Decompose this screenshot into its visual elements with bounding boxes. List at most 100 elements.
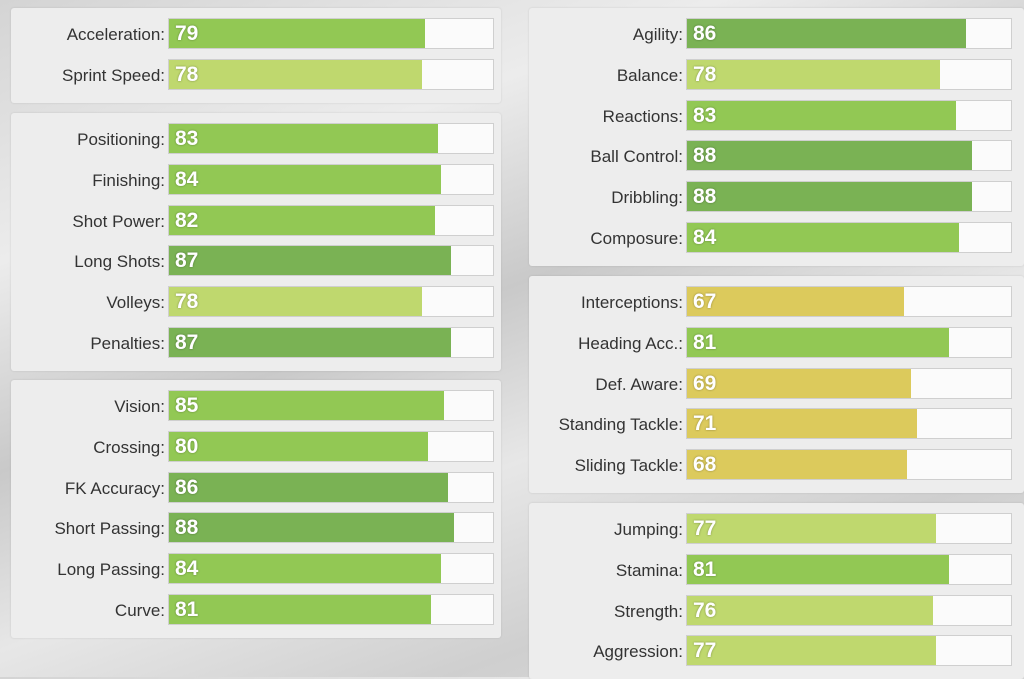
stat-bar: 83 <box>168 123 494 154</box>
stat-bar: 88 <box>686 181 1012 213</box>
stat-value: 84 <box>175 167 199 191</box>
stat-bar-fill <box>169 595 432 624</box>
stat-row: Interceptions: 67 <box>529 286 1024 327</box>
stat-value: 69 <box>693 371 717 395</box>
stat-panel-physical: Jumping: 77 Stamina: 81 Strength: 76 Aggressio… <box>529 503 1024 679</box>
stat-label: Vision: <box>114 397 165 416</box>
stat-row: Stamina: 81 <box>529 553 1024 595</box>
stat-bar: 87 <box>168 327 494 358</box>
stat-label: Acceleration: <box>66 25 165 44</box>
stat-bar-fill <box>687 368 911 398</box>
stat-value: 87 <box>175 249 199 273</box>
stat-panel-dribbling: Agility: 86 Balance: 78 Reactions: 83 Ball Con… <box>529 8 1024 266</box>
stat-label: Curve: <box>114 601 165 620</box>
stat-row: Aggression: 77 <box>529 635 1024 676</box>
stat-row: Finishing: 84 <box>11 163 501 205</box>
stat-bar-fill <box>169 19 425 48</box>
stat-bar-fill <box>169 328 451 357</box>
stat-bar-fill <box>687 59 940 89</box>
stat-bar-fill <box>687 19 966 48</box>
stat-bar-fill <box>687 409 918 439</box>
stat-bar-fill <box>169 124 438 153</box>
stat-label: Aggression: <box>593 642 683 662</box>
stat-bar-fill <box>687 141 973 171</box>
stat-value: 88 <box>175 516 199 540</box>
stat-label: Jumping: <box>614 520 683 539</box>
stat-bar: 83 <box>686 99 1012 131</box>
stat-bar: 81 <box>168 594 494 625</box>
stat-label: Sprint Speed: <box>61 65 165 85</box>
stat-bar: 77 <box>686 635 1012 667</box>
stat-bar-fill <box>687 554 950 584</box>
stat-label: FK Accuracy: <box>64 478 165 498</box>
stat-label: Stamina: <box>615 560 683 580</box>
stat-panel-pace: Acceleration: 79 Sprint Speed: 78 <box>11 8 501 103</box>
stat-value: 71 <box>693 412 717 436</box>
stat-label: Agility: <box>632 25 683 44</box>
stat-bar: 68 <box>686 449 1012 481</box>
stat-label: Interceptions: <box>580 293 683 312</box>
stat-bar-fill <box>169 59 422 89</box>
stat-bar: 85 <box>168 390 494 421</box>
stat-label: Long Shots: <box>74 252 165 272</box>
stat-bar: 78 <box>168 58 494 90</box>
stat-row: Sliding Tackle: 68 <box>529 449 1024 490</box>
stat-bar-fill <box>169 431 429 461</box>
stat-label: Standing Tackle: <box>558 415 683 435</box>
stat-bar-fill <box>687 182 973 212</box>
stat-row: FK Accuracy: 86 <box>11 471 501 513</box>
stat-value: 83 <box>175 127 199 150</box>
stat-value: 87 <box>175 331 199 354</box>
stat-value: 84 <box>175 557 199 581</box>
stat-bar: 76 <box>686 594 1012 626</box>
stat-bar: 81 <box>686 326 1012 358</box>
stat-label: Ball Control: <box>590 147 683 167</box>
stat-value: 78 <box>175 62 199 86</box>
stat-row: Ball Control: 88 <box>529 140 1024 181</box>
stat-value: 81 <box>175 598 199 621</box>
stat-row: Jumping: 77 <box>529 513 1024 554</box>
stat-label: Penalties: <box>90 334 165 353</box>
stat-value: 78 <box>693 62 717 86</box>
stat-row: Heading Acc.: 81 <box>529 326 1024 368</box>
stat-bar-fill <box>687 287 905 316</box>
stat-row: Agility: 86 <box>529 18 1024 59</box>
stat-bar-fill <box>169 554 442 584</box>
stat-row: Acceleration: 79 <box>11 18 501 59</box>
stat-bar: 80 <box>168 430 494 462</box>
stat-value: 82 <box>175 208 199 232</box>
stat-label: Volleys: <box>106 293 165 313</box>
stat-bar-fill <box>169 513 455 543</box>
stat-bar-fill <box>687 514 937 543</box>
stat-label: Finishing: <box>92 170 165 190</box>
stat-value: 78 <box>175 290 199 314</box>
stat-value: 80 <box>175 434 199 458</box>
stat-label: Crossing: <box>93 437 165 457</box>
stat-bar: 88 <box>168 512 494 544</box>
stat-value: 77 <box>693 639 717 663</box>
stat-label: Short Passing: <box>54 519 165 539</box>
stat-row: Long Passing: 84 <box>11 553 501 594</box>
stat-value: 81 <box>693 330 717 354</box>
stat-row: Balance: 78 <box>529 58 1024 100</box>
stat-row: Reactions: 83 <box>529 99 1024 141</box>
stat-value: 77 <box>693 517 717 540</box>
stat-value: 76 <box>693 598 717 622</box>
stat-label: Positioning: <box>77 130 165 149</box>
stat-bar: 88 <box>686 140 1012 172</box>
stat-panel-passing: Vision: 85 Crossing: 80 FK Accuracy: 86 Short … <box>11 380 501 638</box>
stat-row: Positioning: 83 <box>11 123 501 164</box>
stat-label: Strength: <box>614 601 683 621</box>
stat-panel-defending: Interceptions: 67 Heading Acc.: 81 Def. Awar… <box>529 276 1024 493</box>
stat-value: 83 <box>693 103 717 127</box>
stat-value: 67 <box>693 290 717 313</box>
stat-value: 79 <box>175 22 199 45</box>
stat-label: Composure: <box>590 229 683 248</box>
stat-bar: 81 <box>686 553 1012 585</box>
stat-bar: 84 <box>686 222 1012 253</box>
stat-row: Short Passing: 88 <box>11 512 501 553</box>
stat-bar-fill <box>687 223 960 252</box>
stat-bar-fill <box>687 595 934 625</box>
stat-row: Crossing: 80 <box>11 430 501 472</box>
